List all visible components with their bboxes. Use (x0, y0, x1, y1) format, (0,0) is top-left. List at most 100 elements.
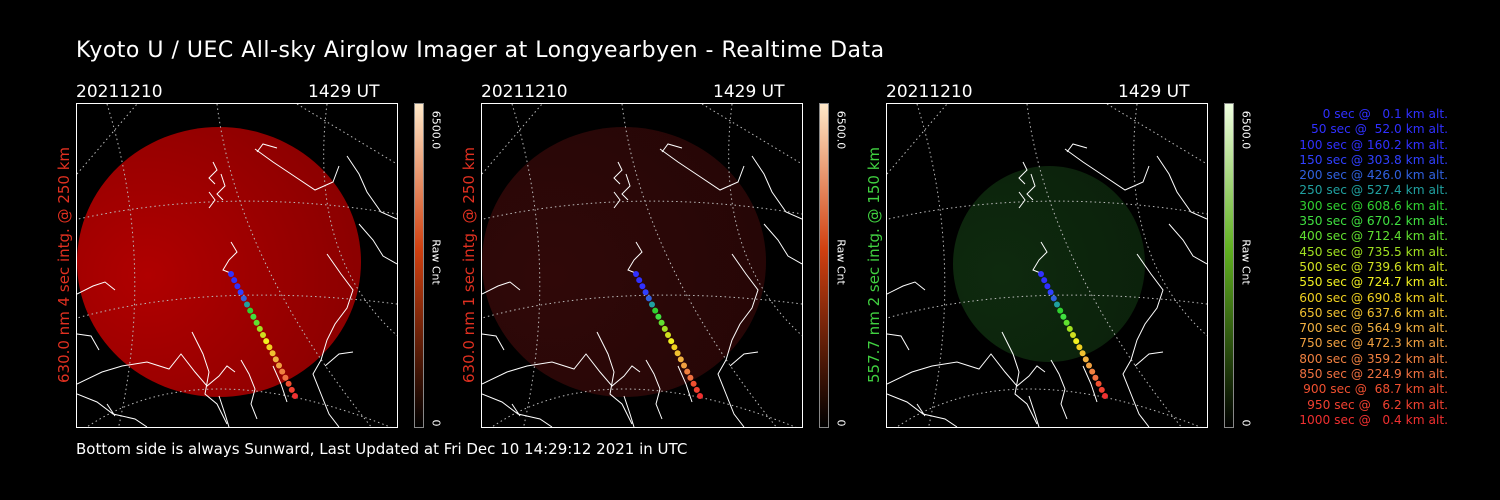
trajectory-legend-entry: 650 sec @ 637.6 km alt. (1299, 305, 1448, 320)
rocket-trajectory-point (269, 350, 276, 357)
coastline (763, 223, 802, 265)
rocket-trajectory-point (671, 344, 678, 351)
rocket-trajectory-point (649, 301, 655, 308)
rocket-trajectory-point (263, 338, 270, 345)
panel-date: 20211210 (481, 82, 568, 102)
coastline (677, 365, 693, 403)
panel-time: 1429 UT (308, 82, 380, 102)
rocket-trajectory-point (1092, 374, 1099, 381)
coastline (627, 241, 643, 275)
rocket-trajectory-point (288, 386, 295, 393)
panel-date: 20211210 (886, 82, 973, 102)
trajectory-legend-entry: 600 sec @ 690.8 km alt. (1299, 290, 1448, 305)
coastline (661, 143, 683, 153)
rocket-trajectory-point (668, 338, 675, 345)
lat-lon-grid-line (77, 294, 397, 319)
rocket-trajectory-point (253, 319, 260, 326)
rocket-trajectory-point (1054, 301, 1060, 308)
wavelength-label: 630.0 nm 1 sec intg. @ 250 km (460, 146, 478, 384)
coastline (659, 148, 745, 191)
rocket-trajectory-point (665, 332, 671, 338)
trajectory-legend-entry: 50 sec @ 52.0 km alt. (1310, 122, 1448, 137)
coastline (256, 143, 278, 153)
trajectory-legend-entry: 1000 sec @ 0.4 km alt. (1299, 412, 1448, 427)
color-bar-min-label: 0 (834, 419, 848, 427)
coastline (1001, 331, 1038, 425)
lat-lon-grid-line (296, 104, 397, 165)
rocket-trajectory-point (237, 289, 244, 296)
coastline (1122, 253, 1164, 427)
rocket-trajectory-point (690, 380, 697, 387)
coastline (272, 365, 288, 403)
update-footer: Bottom side is always Sunward, Last Upda… (76, 440, 688, 458)
coastline (208, 191, 216, 209)
color-bar (1224, 103, 1234, 428)
coastline (106, 403, 116, 417)
sky-image (953, 166, 1145, 362)
rocket-trajectory-point (279, 368, 286, 375)
rocket-trajectory-point (1044, 283, 1051, 290)
lat-lon-grid-line (896, 388, 1202, 427)
rocket-trajectory-point (633, 271, 639, 277)
rocket-trajectory-point (234, 283, 241, 290)
color-bar-min-label: 0 (429, 419, 443, 427)
lat-lon-grid-line (491, 388, 797, 427)
coastline (645, 359, 663, 420)
coastline (613, 191, 621, 209)
rocket-trajectory-point (250, 313, 257, 320)
color-bar (414, 103, 424, 428)
coastline (1134, 351, 1164, 367)
coastline (596, 331, 633, 425)
trajectory-legend-entry: 700 sec @ 564.9 km alt. (1299, 321, 1448, 336)
rocket-trajectory-point (1082, 356, 1089, 363)
rocket-trajectory-point (652, 307, 659, 314)
trajectory-legend-entry: 250 sec @ 527.4 km alt. (1299, 183, 1448, 198)
lat-lon-grid-line (916, 104, 946, 427)
rocket-trajectory-point (1070, 332, 1076, 338)
rocket-trajectory-point (684, 368, 691, 375)
coastline (1026, 173, 1036, 201)
coastline (1028, 395, 1040, 427)
coastline (346, 155, 397, 220)
rocket-trajectory-point (687, 374, 694, 381)
coastline (1018, 191, 1026, 209)
coastline (887, 393, 958, 427)
rocket-trajectory-point (1095, 380, 1102, 387)
coastline (511, 403, 521, 417)
coastline (887, 353, 1046, 387)
color-bar-max-label: 6500.0 (834, 110, 848, 150)
rocket-trajectory-point (1047, 289, 1054, 296)
trajectory-legend-entry: 200 sec @ 426.0 km alt. (1299, 168, 1448, 183)
coastline (222, 241, 238, 275)
wavelength-label: 630.0 nm 4 sec intg. @ 250 km (55, 146, 73, 384)
coastline (621, 173, 631, 201)
coastline (482, 353, 641, 387)
rocket-trajectory-point (677, 356, 684, 363)
lat-lon-grid-line (106, 104, 136, 427)
rocket-trajectory-point (681, 362, 687, 369)
rocket-trajectory-point (645, 295, 652, 302)
color-bar-max-label: 6500.0 (1239, 110, 1253, 150)
rocket-trajectory-point (292, 393, 298, 399)
rocket-trajectory-point (1089, 368, 1096, 375)
rocket-trajectory-point (658, 319, 665, 326)
rocket-trajectory-point (674, 350, 681, 357)
coastline (887, 281, 926, 295)
panel-time: 1429 UT (713, 82, 785, 102)
trajectory-legend-entry: 150 sec @ 303.8 km alt. (1299, 152, 1448, 167)
rocket-trajectory-point (1060, 313, 1067, 320)
rocket-trajectory-point (276, 362, 282, 369)
panel-date: 20211210 (76, 82, 163, 102)
trajectory-legend: 0 sec @ 0.1 km alt. 50 sec @ 52.0 km alt.… (1260, 107, 1448, 428)
lat-lon-grid-line (1106, 104, 1207, 165)
rocket-trajectory-point (1041, 277, 1048, 284)
coastline (1050, 359, 1068, 420)
rocket-trajectory-point (256, 325, 263, 332)
trajectory-legend-entry: 300 sec @ 608.6 km alt. (1299, 198, 1448, 213)
rocket-trajectory-point (260, 332, 266, 338)
color-bar-unit-label: Raw Cnt (1239, 239, 1253, 285)
coastline (77, 393, 148, 427)
trajectory-legend-entry: 100 sec @ 160.2 km alt. (1299, 137, 1448, 152)
coastline (216, 173, 226, 201)
coastline (218, 395, 230, 427)
